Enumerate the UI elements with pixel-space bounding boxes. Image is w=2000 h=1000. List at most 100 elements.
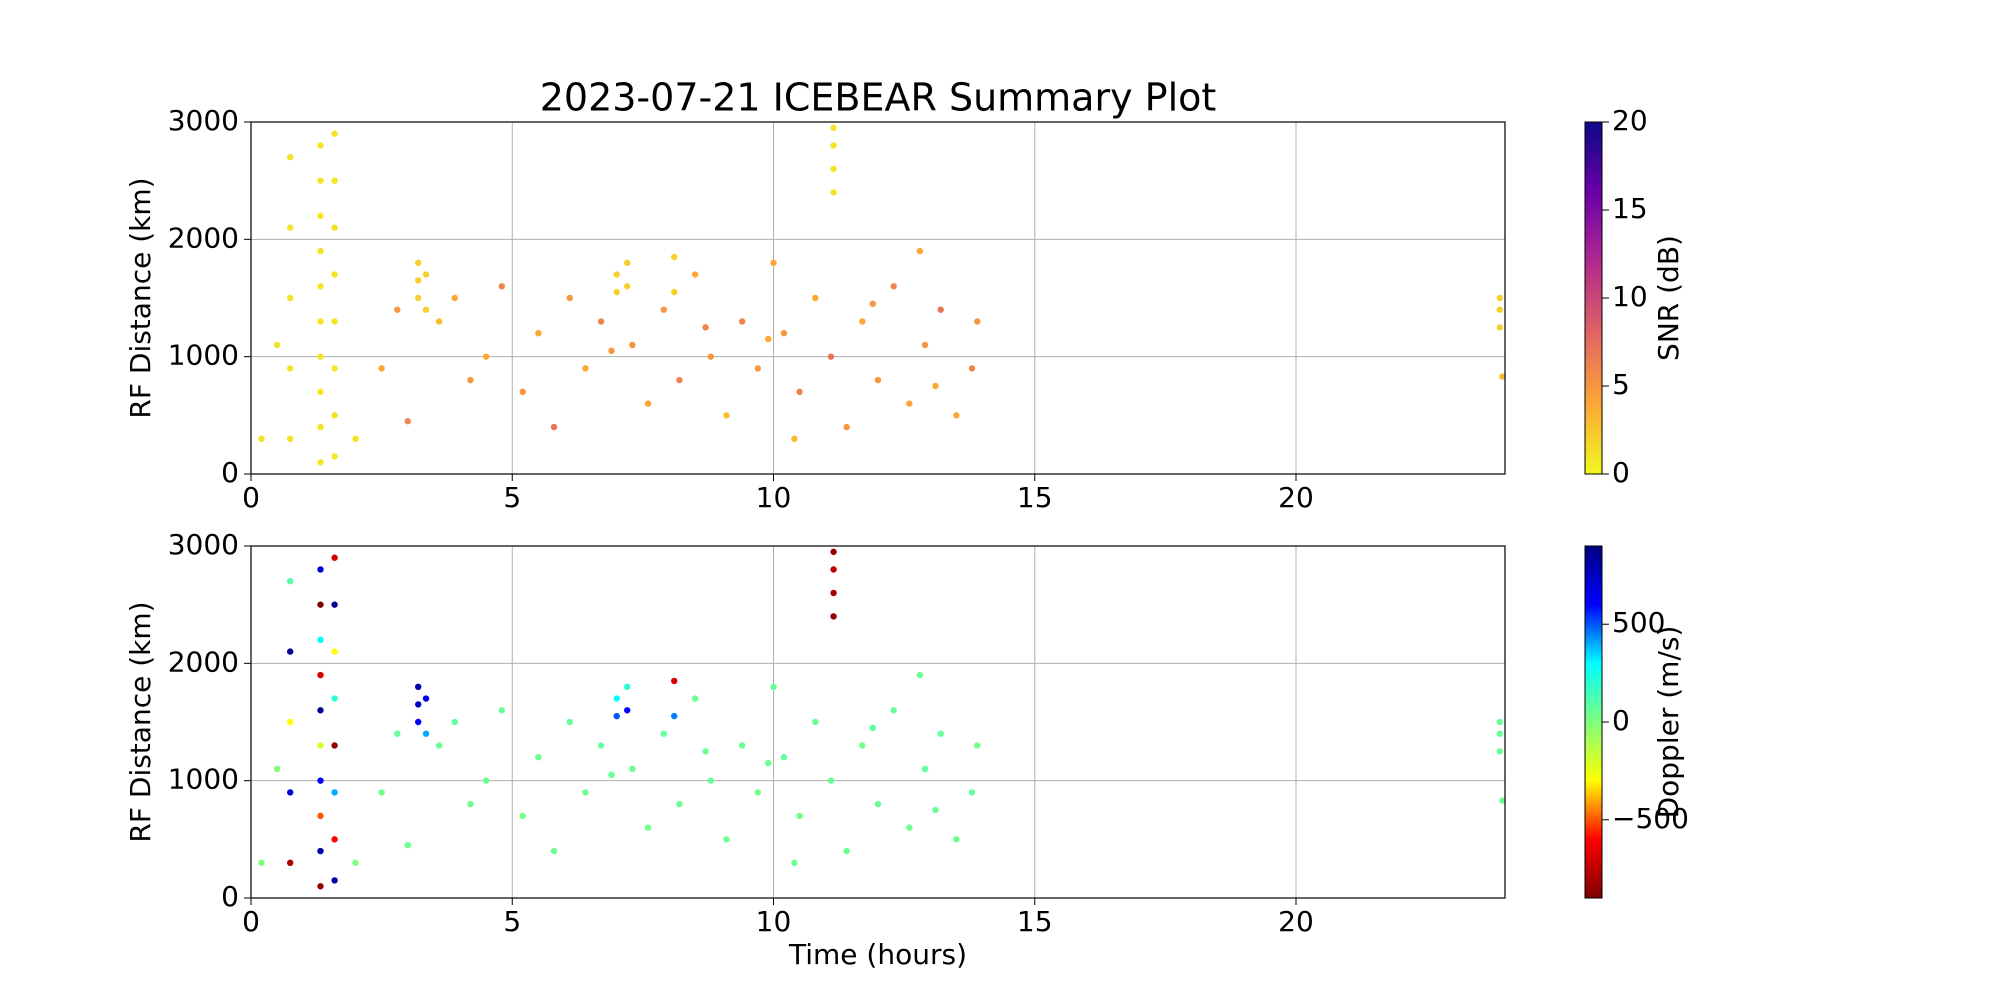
data-point bbox=[723, 412, 730, 419]
colorbar-tick-label: 20 bbox=[1612, 104, 1648, 137]
chart-title: 2023-07-21 ICEBEAR Summary Plot bbox=[540, 76, 1217, 120]
data-point bbox=[331, 836, 338, 843]
data-point bbox=[827, 353, 835, 360]
data-point bbox=[644, 824, 652, 831]
data-point bbox=[331, 271, 338, 278]
data-point bbox=[796, 388, 803, 396]
data-point bbox=[317, 247, 324, 255]
data-point bbox=[273, 765, 281, 773]
data-point bbox=[286, 718, 294, 726]
data-point bbox=[258, 859, 265, 866]
data-point bbox=[404, 418, 411, 425]
x-tick-label: 15 bbox=[1017, 905, 1053, 938]
data-point bbox=[932, 806, 939, 814]
data-point bbox=[317, 423, 324, 431]
data-point bbox=[378, 789, 385, 796]
data-point bbox=[765, 759, 772, 767]
data-point bbox=[676, 800, 683, 808]
data-point bbox=[953, 836, 960, 843]
x-axis-label: Time (hours) bbox=[788, 938, 967, 971]
data-point bbox=[830, 124, 837, 132]
data-point bbox=[317, 636, 324, 644]
data-point bbox=[519, 388, 526, 396]
data-point bbox=[906, 824, 913, 831]
data-point bbox=[780, 330, 788, 337]
data-point bbox=[859, 742, 866, 749]
data-point bbox=[422, 695, 430, 702]
data-point bbox=[691, 271, 699, 278]
plot-frame bbox=[250, 545, 1506, 899]
data-point bbox=[451, 718, 458, 726]
data-point bbox=[937, 730, 944, 737]
data-point bbox=[953, 412, 960, 419]
data-point bbox=[467, 376, 474, 384]
data-point bbox=[869, 300, 876, 308]
data-point bbox=[317, 847, 324, 855]
data-point bbox=[422, 271, 430, 278]
data-point bbox=[286, 365, 294, 372]
data-point bbox=[780, 754, 788, 761]
data-point bbox=[624, 259, 631, 266]
data-point bbox=[843, 423, 850, 431]
x-tick-label: 20 bbox=[1278, 905, 1314, 938]
data-point bbox=[676, 376, 683, 384]
data-point bbox=[702, 748, 709, 755]
y-tick-label: 3000 bbox=[168, 528, 239, 561]
data-point bbox=[597, 742, 605, 749]
data-point bbox=[331, 789, 338, 796]
data-point bbox=[317, 459, 324, 466]
data-point bbox=[286, 648, 294, 655]
data-point bbox=[660, 306, 667, 313]
x-tick-label: 5 bbox=[503, 481, 521, 514]
data-point bbox=[812, 718, 819, 726]
data-point bbox=[352, 435, 359, 442]
data-point bbox=[916, 671, 923, 679]
data-point bbox=[582, 789, 589, 796]
data-point bbox=[906, 400, 913, 407]
data-point bbox=[331, 177, 338, 184]
data-point bbox=[550, 847, 558, 855]
data-point bbox=[378, 365, 385, 372]
data-point bbox=[754, 365, 762, 372]
data-point bbox=[331, 224, 338, 231]
data-point bbox=[1496, 294, 1503, 302]
y-tick-label: 2000 bbox=[168, 221, 239, 254]
data-point bbox=[317, 177, 324, 184]
data-point bbox=[286, 578, 294, 585]
data-point bbox=[566, 294, 573, 302]
data-point bbox=[331, 412, 338, 419]
data-point bbox=[317, 388, 324, 396]
data-point bbox=[331, 365, 338, 372]
data-point bbox=[317, 318, 324, 325]
data-point bbox=[331, 318, 338, 325]
data-point bbox=[660, 730, 667, 737]
data-point bbox=[644, 400, 652, 407]
data-point bbox=[435, 318, 443, 325]
data-point bbox=[331, 453, 338, 460]
data-point bbox=[498, 707, 505, 714]
data-point bbox=[415, 277, 422, 284]
data-point bbox=[796, 812, 803, 820]
colorbar bbox=[1584, 121, 1603, 475]
data-point bbox=[827, 777, 835, 784]
data-point bbox=[754, 789, 762, 796]
data-point bbox=[273, 341, 281, 349]
data-point bbox=[331, 554, 338, 561]
data-point bbox=[1496, 730, 1503, 737]
data-point bbox=[968, 365, 976, 372]
data-point bbox=[394, 730, 401, 737]
data-point bbox=[608, 771, 615, 778]
data-point bbox=[671, 712, 678, 720]
data-point bbox=[286, 294, 294, 302]
data-point bbox=[519, 812, 526, 820]
data-point bbox=[415, 718, 422, 726]
data-point bbox=[830, 589, 837, 597]
y-tick-label: 1000 bbox=[168, 763, 239, 796]
data-point bbox=[415, 259, 422, 266]
data-point bbox=[394, 306, 401, 313]
x-tick-label: 20 bbox=[1278, 481, 1314, 514]
data-point bbox=[830, 613, 837, 620]
x-tick-label: 10 bbox=[756, 905, 792, 938]
colorbar-label: Doppler (m/s) bbox=[1652, 626, 1685, 819]
